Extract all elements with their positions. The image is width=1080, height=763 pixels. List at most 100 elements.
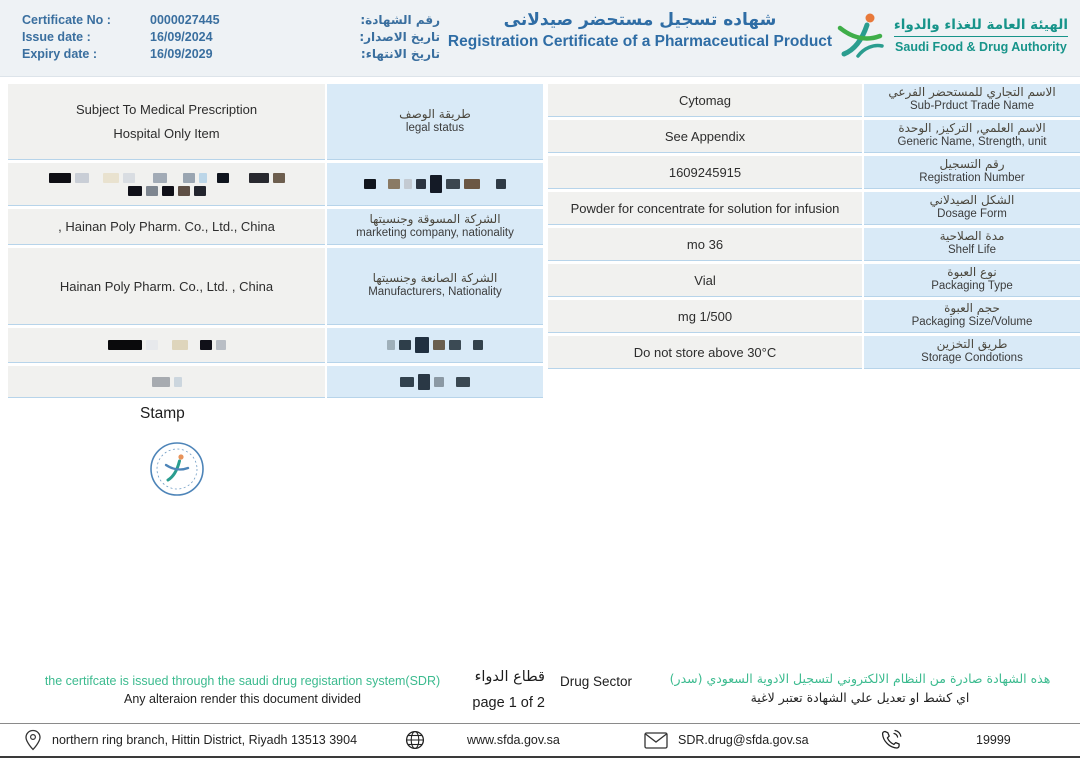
certificate-meta: Certificate No : 0000027445 Issue date :… (22, 13, 260, 61)
redacted-content (387, 337, 483, 353)
redacted-content (48, 172, 285, 196)
value-cell: 1609245915 (548, 156, 862, 189)
table-row-shelf-life: mo 36 مدة الصلاحية Shelf Life (548, 228, 1080, 261)
certificate-no-label: Certificate No : (22, 13, 111, 27)
phone-item: 19999 (880, 724, 1011, 756)
certificate-note-arabic: هذه الشهادة صادرة من النظام الالكتروني ل… (650, 670, 1070, 708)
phone-icon (880, 729, 902, 751)
label-cell: الاسم العلمي, التركيز, الوحدة Generic Na… (864, 120, 1080, 153)
stamp-seal-icon (148, 440, 206, 503)
issued-note-english: the certifcate is issued through the sau… (44, 674, 441, 688)
email-text[interactable]: SDR.drug@sfda.gov.sa (678, 733, 809, 747)
website-item: www.sfda.gov.sa (405, 724, 560, 756)
envelope-icon (644, 731, 668, 749)
email-item: SDR.drug@sfda.gov.sa (644, 724, 809, 756)
sfda-logo: الهيئة العامة للغذاء والدواء Saudi Food … (834, 10, 1068, 60)
table-row-dosage-form: Powder for concentrate for solution for … (548, 192, 1080, 225)
shelf-life-label-en: Shelf Life (948, 244, 996, 257)
generic-name-label-en: Generic Name, Strength, unit (897, 136, 1047, 149)
table-row-redacted-3 (8, 366, 543, 398)
sfda-figure-icon (834, 10, 886, 60)
issued-note-arabic: هذه الشهادة صادرة من النظام الالكتروني ل… (669, 671, 1051, 686)
label-cell: الاسم التجاري للمستحضر الفرعي Sub-Prduct… (864, 84, 1080, 117)
company-info-table: Subject To Medical Prescription Hospital… (8, 84, 543, 398)
redacted-content (107, 340, 226, 350)
redacted-label (327, 366, 543, 398)
globe-icon (405, 730, 425, 750)
table-row-generic-name: See Appendix الاسم العلمي, التركيز, الوح… (548, 120, 1080, 153)
address-item: northern ring branch, Hittin District, R… (24, 724, 357, 756)
table-row-legal-status: Subject To Medical Prescription Hospital… (8, 84, 543, 160)
sfda-logo-text: الهيئة العامة للغذاء والدواء Saudi Food … (893, 16, 1068, 54)
table-row-manufacturer: Hainan Poly Pharm. Co., Ltd. , China الش… (8, 248, 543, 325)
dosage-form-label-en: Dosage Form (937, 208, 1007, 221)
value-cell: mo 36 (548, 228, 862, 261)
alteration-note-arabic: اي كشط او تعديل علي الشهادة تعتبر لاغية (750, 689, 970, 705)
certificate-meta-arabic: رقم الشهادة: تاريخ الاصدار: تاريخ الانته… (300, 12, 440, 64)
redacted-value (8, 366, 325, 398)
redacted-label (327, 163, 543, 206)
value-cell: Powder for concentrate for solution for … (548, 192, 862, 225)
table-row-redacted-2 (8, 328, 543, 363)
shelf-life-value: mo 36 (686, 236, 724, 252)
table-row-registration-number: 1609245915 رقم التسجيل Registration Numb… (548, 156, 1080, 189)
registration-number-label-en: Registration Number (919, 172, 1025, 185)
redacted-content (364, 175, 506, 193)
table-row-redacted-1 (8, 163, 543, 206)
page-title: شهاده تسجيل مستحضر صيدلانى Registration … (440, 10, 840, 51)
manufacturer-value: Hainan Poly Pharm. Co., Ltd. , China (59, 278, 274, 294)
redacted-content (151, 376, 182, 387)
page-number: page 1 of 2 (472, 695, 545, 711)
certificate-note-english: the certifcate is issued through the sau… (25, 672, 460, 708)
sfda-name-english: Saudi Food & Drug Authority (893, 35, 1068, 54)
redacted-value (8, 328, 325, 363)
trade-name-label-ar: الاسم التجاري للمستحضر الفرعي (888, 85, 1056, 100)
table-row-storage-conditions: Do not store above 30°C طريق التخزين Sto… (548, 336, 1080, 369)
phone-text: 19999 (976, 733, 1011, 747)
label-cell: الشركة الصانعة وجنسيتها Manufacturers, N… (327, 248, 543, 325)
label-cell: الشركة المسوقة وجنسيتها marketing compan… (327, 209, 543, 245)
shelf-life-label-ar: مدة الصلاحية (939, 229, 1005, 244)
sfda-name-arabic: الهيئة العامة للغذاء والدواء (893, 16, 1068, 33)
drug-sector-arabic: قطاع الدواء (474, 669, 545, 685)
dosage-form-label-ar: الشكل الصيدلاني (929, 193, 1015, 208)
redacted-label (327, 328, 543, 363)
packaging-size-label-en: Packaging Size/Volume (911, 316, 1033, 329)
legal-status-line2: Hospital Only Item (113, 126, 220, 141)
table-row-trade-name: Cytomag الاسم التجاري للمستحضر الفرعي Su… (548, 84, 1080, 117)
page-title-arabic: شهاده تسجيل مستحضر صيدلانى (503, 10, 777, 30)
drug-sector-english: Drug Sector (560, 674, 633, 689)
contact-footer: northern ring branch, Hittin District, R… (0, 723, 1080, 758)
label-cell: حجم العبوة Packaging Size/Volume (864, 300, 1080, 333)
redacted-value (8, 163, 325, 206)
redacted-content (400, 373, 470, 390)
marketing-company-value: , Hainan Poly Pharm. Co., Ltd., China (58, 219, 275, 234)
value-cell: Cytomag (548, 84, 862, 117)
table-row-packaging-type: Vial نوع العبوة Packaging Type (548, 264, 1080, 297)
stamp-label: Stamp (140, 405, 185, 422)
value-cell: mg 1/500 (548, 300, 862, 333)
legal-status-label-en: legal status (405, 121, 465, 134)
table-row-marketing-company: , Hainan Poly Pharm. Co., Ltd., China ال… (8, 209, 543, 245)
certificate-header: Certificate No : 0000027445 Issue date :… (0, 0, 1080, 77)
packaging-type-value: Vial (694, 272, 716, 288)
label-cell: رقم التسجيل Registration Number (864, 156, 1080, 189)
packaging-size-label-ar: حجم العبوة (944, 301, 1000, 316)
legal-status-line1: Subject To Medical Prescription (75, 102, 258, 117)
product-info-table: Cytomag الاسم التجاري للمستحضر الفرعي Su… (548, 84, 1080, 369)
generic-name-label-ar: الاسم العلمي, التركيز, الوحدة (898, 121, 1046, 136)
trade-name-label-en: Sub-Prduct Trade Name (909, 100, 1034, 113)
issue-date-label: Issue date : (22, 30, 91, 44)
label-cell: طريق التخزين Storage Condotions (864, 336, 1080, 369)
storage-conditions-label-en: Storage Condotions (921, 352, 1023, 365)
storage-conditions-label-ar: طريق التخزين (936, 337, 1008, 352)
value-cell: , Hainan Poly Pharm. Co., Ltd., China (8, 209, 325, 245)
packaging-size-value: mg 1/500 (677, 308, 733, 324)
registration-number-value: 1609245915 (668, 164, 742, 180)
registration-number-label-ar: رقم التسجيل (939, 157, 1005, 172)
expiry-date-label: Expiry date : (22, 47, 98, 61)
label-cell: الشكل الصيدلاني Dosage Form (864, 192, 1080, 225)
website-text[interactable]: www.sfda.gov.sa (467, 733, 560, 747)
label-cell: نوع العبوة Packaging Type (864, 264, 1080, 297)
packaging-type-label-en: Packaging Type (931, 280, 1013, 293)
